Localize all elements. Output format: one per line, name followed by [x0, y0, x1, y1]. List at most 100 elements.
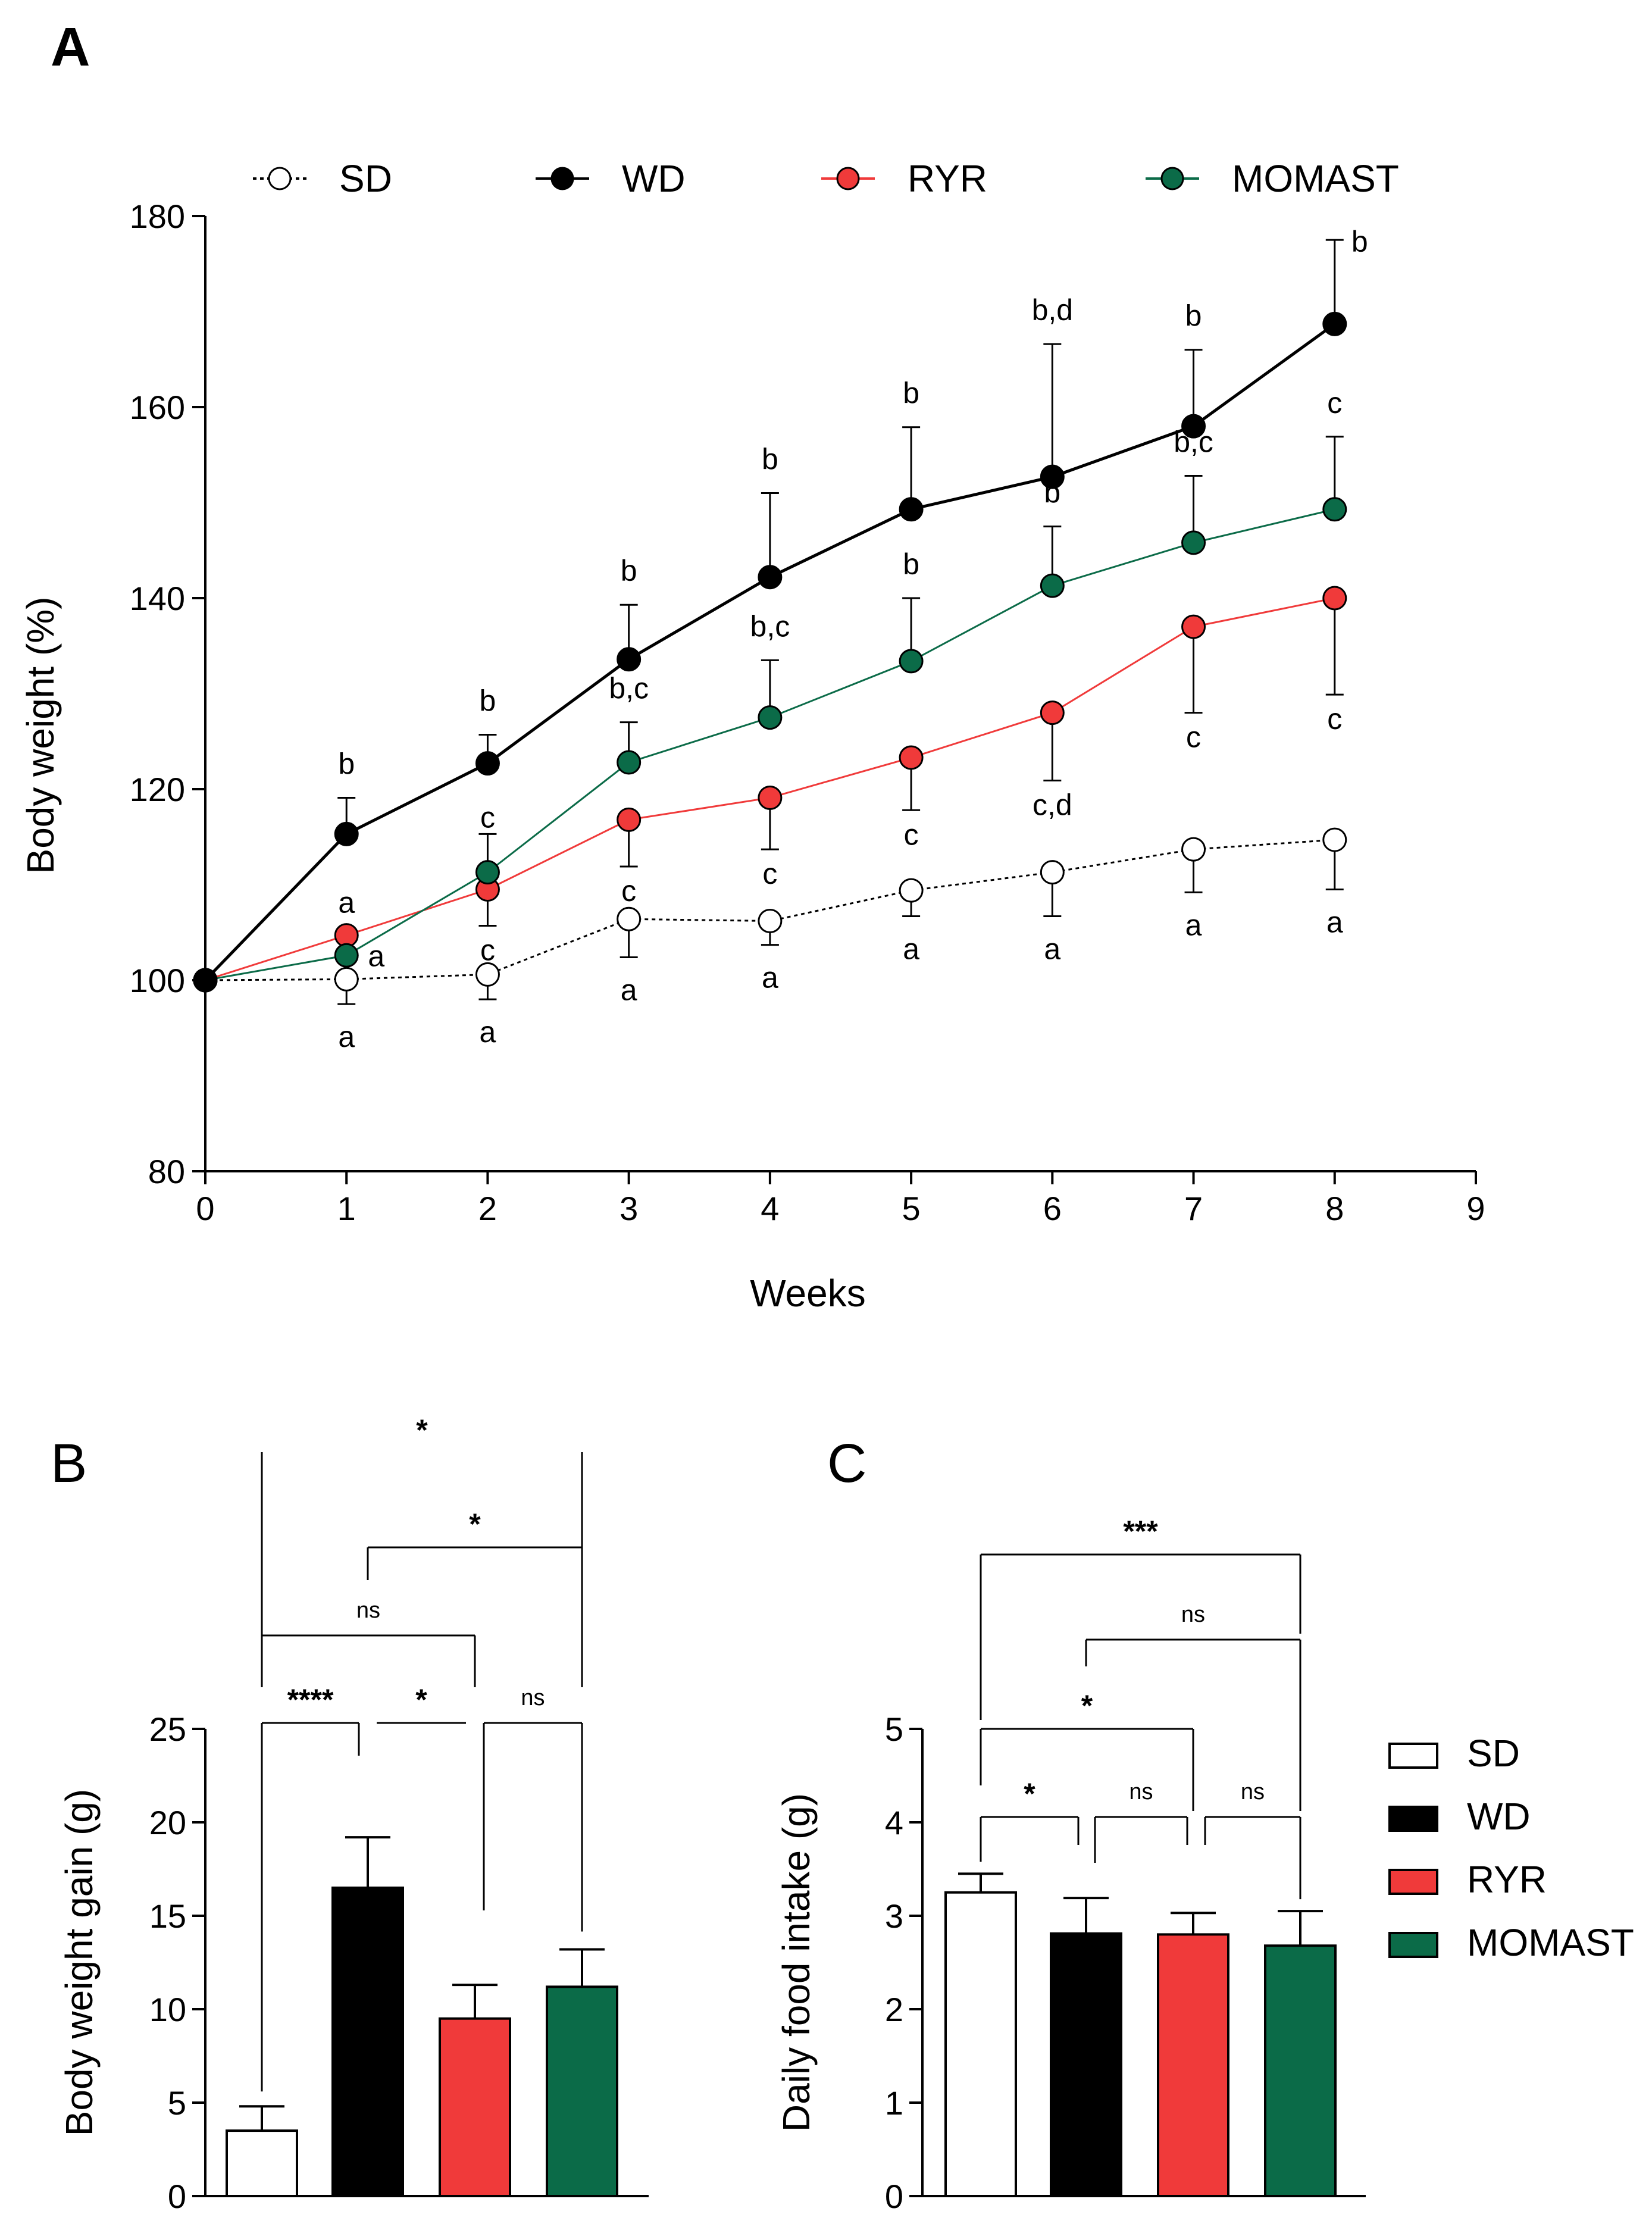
legend-label-ryr: RYR: [908, 157, 987, 200]
data-point-wd: [617, 647, 642, 672]
y-tick-label: 3: [885, 1897, 903, 1935]
sig-label-sd: a: [903, 932, 919, 965]
comparison-label: ns: [1129, 1779, 1153, 1804]
sig-label-momast: b,c: [1174, 426, 1213, 459]
y-tick-label: 5: [885, 1710, 903, 1748]
bar-wd: [331, 1886, 404, 2197]
legend-label-momast: MOMAST: [1467, 1921, 1634, 1964]
data-point-sd: [475, 962, 500, 987]
sig-label-momast: c: [1327, 386, 1342, 420]
panel-letter-b: B: [51, 1433, 87, 1494]
data-point-sd: [1040, 860, 1065, 885]
data-point-sd: [334, 967, 359, 992]
panel-letter-a: A: [51, 17, 90, 77]
comparison-label: ns: [521, 1685, 545, 1710]
legend-label-sd: SD: [339, 157, 392, 200]
sig-label-ryr: c: [1186, 721, 1201, 754]
data-point-momast: [617, 750, 642, 775]
sig-label-sd: a: [1044, 932, 1060, 965]
x-tick-label: 8: [1325, 1190, 1344, 1227]
bar-sd: [944, 1891, 1017, 2197]
sig-label-momast: b,c: [750, 609, 790, 643]
sig-label-wd: b: [1351, 225, 1368, 258]
data-point-wd: [475, 751, 500, 776]
sig-label-wd: b: [903, 377, 919, 410]
series-line-sd: [205, 839, 1335, 981]
data-point-momast: [1181, 530, 1206, 555]
y-tick-label: 5: [168, 2084, 186, 2122]
data-point-ryr: [758, 785, 783, 810]
x-tick-label: 5: [902, 1190, 921, 1227]
data-point-wd: [1181, 414, 1206, 439]
legend-label-wd: WD: [622, 157, 686, 200]
data-point-momast: [1040, 573, 1065, 598]
legend-label-sd: SD: [1467, 1732, 1520, 1775]
y-axis-title: Body weight gain (g): [58, 1789, 101, 2136]
legend-marker-momast: [1160, 167, 1184, 190]
bar-momast: [546, 1985, 618, 2198]
y-tick-label: 180: [130, 198, 185, 235]
sig-label-sd: a: [338, 1020, 355, 1053]
comparison-label: ****: [287, 1683, 334, 1716]
data-point-sd: [617, 906, 642, 931]
bar-ryr: [1157, 1933, 1229, 2197]
legend-label-wd: WD: [1467, 1795, 1531, 1838]
data-point-wd: [334, 821, 359, 846]
data-point-sd: [1322, 827, 1347, 852]
data-point-momast: [899, 649, 924, 674]
data-point-sd: [1181, 837, 1206, 862]
x-tick-label: 7: [1184, 1190, 1203, 1227]
sig-label-sd: a: [480, 1015, 496, 1049]
data-point-wd: [758, 565, 783, 590]
x-tick-label: 2: [478, 1190, 497, 1227]
x-tick-label: 4: [761, 1190, 779, 1227]
sig-label-ryr: c: [904, 818, 919, 851]
y-tick-label: 100: [130, 962, 185, 999]
y-tick-label: 1: [885, 2084, 903, 2122]
comparison-label: *: [415, 1683, 427, 1716]
sig-label-wd: b: [1185, 299, 1202, 333]
panel-c: C 0 1 2 3 4 5 Daily food intake (g) * ns ns * ns ***: [775, 1433, 1366, 2215]
comparison-label: *: [469, 1507, 481, 1541]
sig-label-ryr: c,d: [1032, 789, 1072, 822]
y-tick-label: 140: [130, 580, 185, 617]
data-point-momast: [758, 705, 783, 730]
data-point-ryr: [1181, 614, 1206, 639]
y-tick-label: 0: [885, 2178, 903, 2215]
data-point-ryr: [1322, 586, 1347, 611]
comparison-label: ns: [1181, 1602, 1205, 1627]
bar-wd: [1050, 1932, 1122, 2198]
bar-ryr: [439, 2017, 511, 2197]
x-tick-label: 6: [1043, 1190, 1062, 1227]
sig-label-sd: a: [621, 973, 637, 1006]
sig-label-momast: b,c: [609, 672, 649, 705]
sig-label-wd: b: [480, 684, 496, 718]
y-tick-label: 20: [149, 1804, 186, 1841]
data-point-wd: [899, 497, 924, 522]
y-tick-label: 25: [149, 1710, 186, 1748]
legend-swatch-momast: [1388, 1932, 1438, 1958]
panel-a: A 80 100 120 140 160 180 0 1 2 3 4 5 6 7 8 9 Weeks Body we…: [19, 17, 1485, 1315]
y-tick-label: 160: [130, 389, 185, 426]
sig-label-momast: a: [368, 939, 384, 972]
data-point-wd: [1322, 311, 1347, 336]
bar-sd: [226, 2129, 298, 2198]
sig-label-wd: b,d: [1032, 293, 1074, 327]
legend-marker-wd: [550, 167, 574, 190]
comparison-label: ns: [356, 1598, 380, 1623]
x-tick-label: 1: [337, 1190, 356, 1227]
legend-marker-sd: [268, 167, 292, 190]
data-point-momast: [334, 943, 359, 968]
comparison-label: *: [1024, 1777, 1035, 1810]
x-axis-title: Weeks: [750, 1272, 865, 1315]
sig-label-ryr: c: [480, 934, 495, 967]
legend-marker-ryr: [836, 167, 860, 190]
x-tick-label: 0: [196, 1190, 214, 1227]
sig-label-ryr: c: [762, 857, 777, 890]
comparison-label: ***: [1123, 1515, 1158, 1548]
sig-label-sd: a: [1185, 908, 1202, 942]
y-tick-label: 2: [885, 1991, 903, 2028]
sig-label-ryr: c: [621, 874, 636, 908]
x-tick-label: 3: [620, 1190, 638, 1227]
